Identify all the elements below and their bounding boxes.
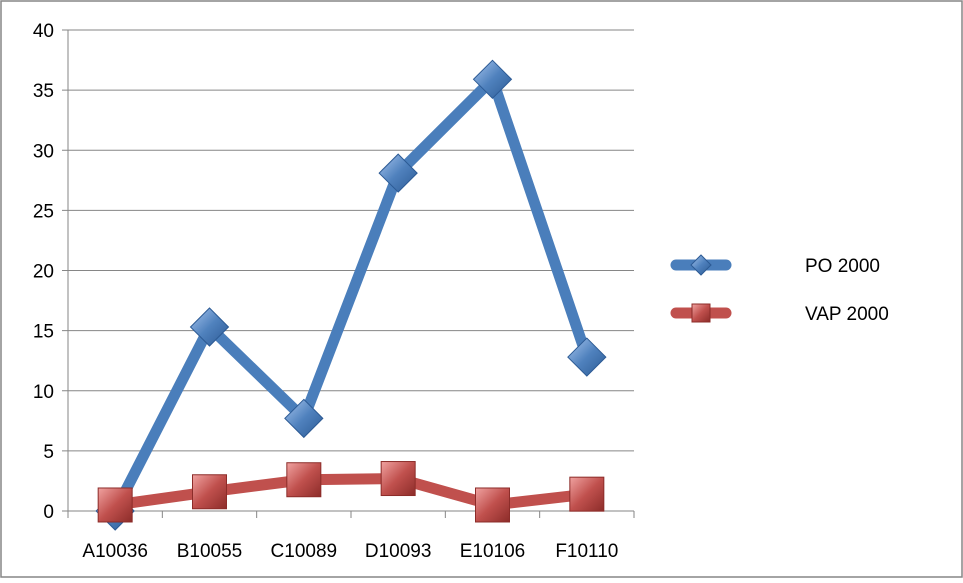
data-point — [472, 59, 513, 100]
x-tick-label: B10055 — [177, 541, 243, 562]
y-tick-label: 15 — [33, 322, 54, 343]
y-tick-label: 0 — [43, 502, 54, 523]
legend-label: PO 2000 — [805, 256, 880, 277]
x-tick-label: F10110 — [555, 541, 618, 562]
y-tick-label: 35 — [33, 81, 54, 102]
data-point — [569, 476, 605, 512]
y-tick-label: 5 — [43, 442, 54, 463]
x-tick-label: C10089 — [271, 541, 338, 562]
data-point — [189, 307, 230, 347]
data-point — [284, 398, 324, 439]
data-point — [475, 487, 510, 523]
axes: 0 5 10 15 20 25 30 35 40 A10036 B10055 C10089 D10093… — [33, 21, 635, 562]
series-line — [109, 73, 593, 517]
data-point — [97, 487, 133, 523]
legend: PO 2000 VAP 2000 — [670, 254, 889, 325]
x-tick-label: A10036 — [82, 541, 148, 562]
data-point — [378, 153, 418, 193]
y-tick-label: 30 — [33, 141, 54, 162]
x-tick-label: D10093 — [365, 541, 432, 562]
series-layer — [95, 59, 607, 531]
data-point — [286, 462, 322, 498]
gridlines — [68, 29, 634, 452]
data-point — [192, 474, 227, 510]
y-tick-label: 40 — [33, 21, 54, 42]
y-tick-label: 10 — [33, 382, 54, 403]
x-tick-label: E10106 — [460, 541, 526, 562]
y-tick-label: 25 — [33, 201, 54, 222]
legend-marker — [690, 254, 712, 276]
y-tick-label: 20 — [33, 262, 54, 283]
data-point — [567, 337, 607, 377]
legend-label: VAP 2000 — [805, 304, 889, 325]
legend-marker — [691, 303, 711, 323]
data-point — [380, 461, 416, 497]
